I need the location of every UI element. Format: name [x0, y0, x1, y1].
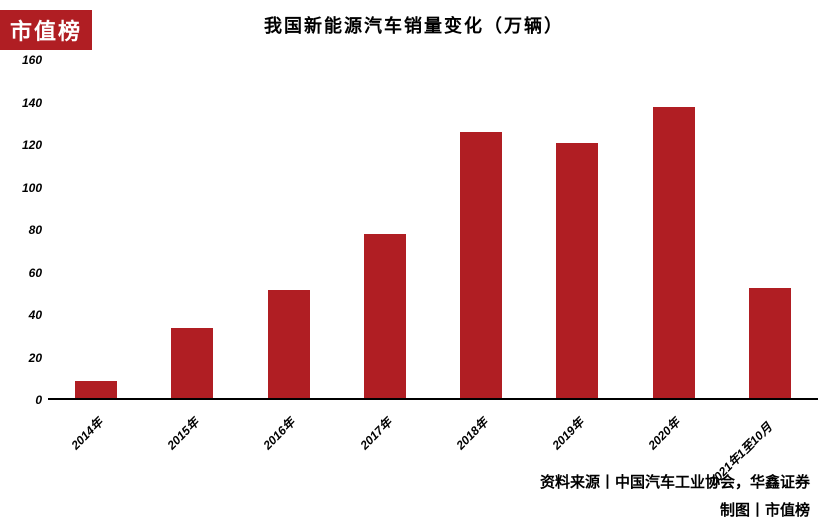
y-tick-label: 0	[35, 393, 42, 407]
x-tick-label: 2019年	[548, 414, 587, 453]
bar	[460, 132, 502, 398]
y-axis: 020406080100120140160	[10, 60, 46, 400]
bar	[171, 328, 213, 398]
chart-credit: 制图丨市值榜	[720, 499, 810, 520]
y-tick-label: 80	[29, 223, 42, 237]
y-tick-label: 60	[29, 266, 42, 280]
x-tick-label: 2015年	[163, 414, 202, 453]
chart-title: 我国新能源汽车销量变化（万辆）	[0, 12, 828, 38]
y-tick-label: 120	[22, 138, 42, 152]
bar	[749, 288, 791, 399]
x-tick-label: 2018年	[452, 414, 491, 453]
bar	[75, 381, 117, 398]
bar	[268, 290, 310, 398]
bar-chart: 020406080100120140160 2014年2015年2016年201…	[10, 60, 818, 460]
y-tick-label: 160	[22, 53, 42, 67]
source-attribution: 资料来源丨中国汽车工业协会，华鑫证券	[540, 471, 810, 492]
x-tick-label: 2020年	[644, 414, 683, 453]
plot-area	[48, 60, 818, 400]
y-tick-label: 20	[29, 351, 42, 365]
y-tick-label: 140	[22, 96, 42, 110]
y-tick-label: 40	[29, 308, 42, 322]
x-tick-label: 2014年	[67, 414, 106, 453]
x-tick-label: 2017年	[356, 414, 395, 453]
y-tick-label: 100	[22, 181, 42, 195]
bar	[556, 143, 598, 398]
bar	[653, 107, 695, 398]
x-tick-label: 2016年	[259, 414, 298, 453]
bar	[364, 234, 406, 398]
